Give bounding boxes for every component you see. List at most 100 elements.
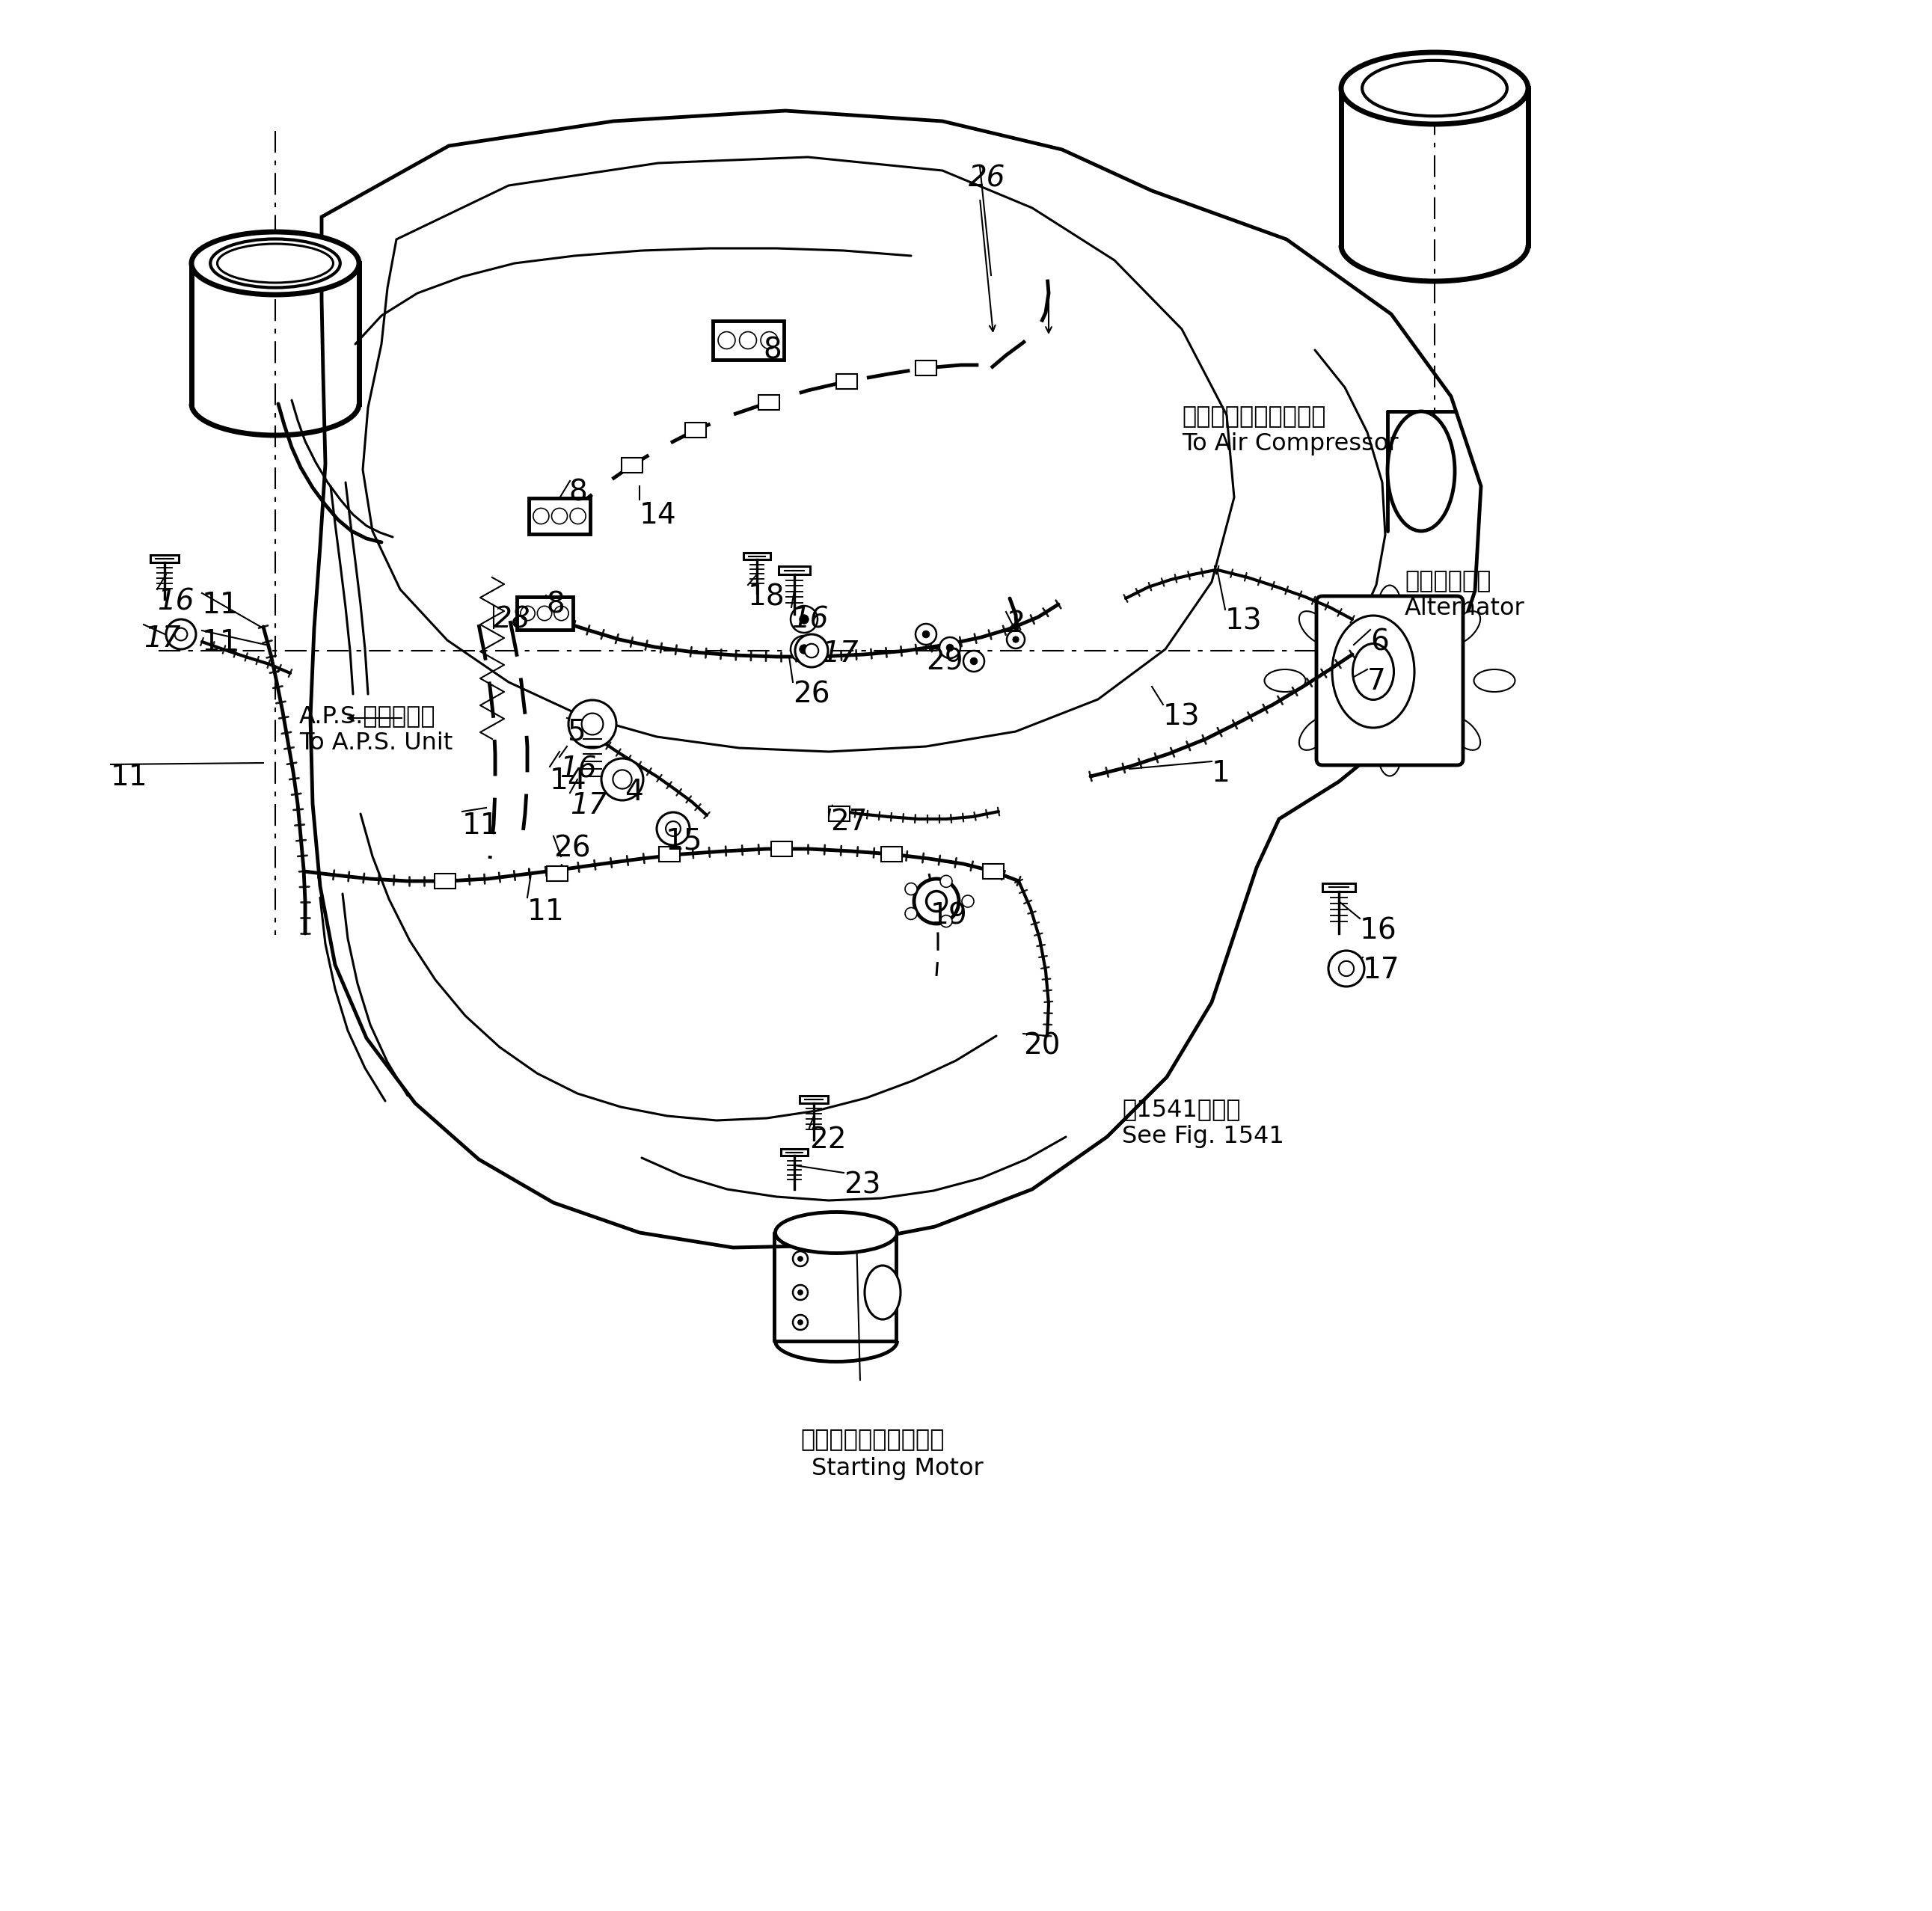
Circle shape [719, 333, 736, 350]
Bar [916, 361, 937, 375]
Text: 第1541図参照: 第1541図参照 [1122, 1099, 1240, 1122]
Text: 26: 26 [553, 833, 591, 862]
Text: 11: 11 [203, 629, 240, 657]
Text: 4: 4 [624, 778, 643, 806]
Text: 27: 27 [831, 808, 867, 837]
Text: 29: 29 [925, 648, 962, 676]
Bar [829, 806, 850, 822]
Text: 17: 17 [821, 640, 858, 669]
Circle shape [667, 822, 680, 837]
Text: 13: 13 [1163, 703, 1200, 732]
Text: 13: 13 [1225, 608, 1262, 636]
Text: 5: 5 [566, 719, 585, 747]
Ellipse shape [1298, 612, 1333, 644]
Circle shape [970, 657, 978, 665]
Circle shape [1012, 636, 1018, 642]
Circle shape [800, 615, 810, 625]
Ellipse shape [1362, 61, 1507, 117]
Circle shape [804, 644, 819, 657]
Text: Starting Motor: Starting Motor [811, 1456, 983, 1481]
Bar [744, 552, 771, 560]
Text: エアーコンプレッサへ: エアーコンプレッサへ [1182, 405, 1325, 428]
Circle shape [582, 713, 603, 736]
Ellipse shape [775, 1212, 896, 1254]
Text: 8: 8 [568, 478, 587, 506]
Circle shape [570, 508, 585, 524]
Text: 8: 8 [763, 336, 781, 365]
Ellipse shape [1298, 717, 1333, 751]
Ellipse shape [1379, 585, 1401, 627]
Circle shape [914, 879, 958, 923]
Ellipse shape [1341, 52, 1528, 124]
Circle shape [568, 699, 616, 747]
Circle shape [520, 606, 535, 621]
Ellipse shape [1352, 644, 1393, 699]
Bar [837, 375, 858, 390]
Ellipse shape [1474, 669, 1515, 692]
Circle shape [601, 759, 643, 801]
Text: 11: 11 [203, 590, 240, 619]
Text: To Air Compressor: To Air Compressor [1182, 432, 1399, 455]
Circle shape [761, 333, 779, 350]
Circle shape [537, 606, 553, 621]
Ellipse shape [1333, 615, 1414, 728]
Circle shape [1329, 950, 1364, 986]
Text: A.P.S.ユニットへ: A.P.S.ユニットへ [299, 705, 437, 728]
Circle shape [1007, 631, 1024, 648]
Ellipse shape [1379, 736, 1401, 776]
Bar [781, 1149, 808, 1156]
Bar [779, 566, 810, 575]
Circle shape [174, 629, 187, 640]
Bar [800, 1095, 829, 1103]
Circle shape [941, 875, 952, 887]
Text: 17: 17 [570, 791, 607, 820]
Ellipse shape [216, 245, 332, 283]
Bar [622, 459, 643, 472]
Bar [1321, 883, 1356, 892]
Bar [529, 499, 589, 533]
Ellipse shape [1447, 612, 1480, 644]
Text: 26: 26 [792, 680, 831, 709]
Text: 26: 26 [968, 164, 1007, 193]
Bar [713, 321, 784, 359]
Text: 17: 17 [143, 625, 180, 654]
Circle shape [612, 770, 632, 789]
Text: 7: 7 [1368, 667, 1385, 696]
Text: Alternator: Alternator [1405, 596, 1524, 619]
Circle shape [657, 812, 690, 845]
Circle shape [533, 508, 549, 524]
Circle shape [790, 636, 817, 663]
Text: See Fig. 1541: See Fig. 1541 [1122, 1126, 1285, 1149]
Bar [435, 873, 456, 889]
Ellipse shape [866, 1265, 900, 1319]
Circle shape [916, 623, 937, 644]
Text: To A.P.S. Unit: To A.P.S. Unit [299, 732, 452, 755]
Text: 28: 28 [495, 606, 531, 634]
Circle shape [740, 333, 757, 350]
Bar [547, 866, 568, 881]
Text: 15: 15 [667, 826, 703, 854]
Circle shape [925, 891, 947, 912]
Bar [516, 596, 572, 631]
Circle shape [962, 894, 974, 908]
Bar [881, 847, 902, 862]
Text: 20: 20 [1024, 1032, 1061, 1061]
Text: 11: 11 [110, 762, 149, 791]
Circle shape [904, 883, 918, 894]
Text: 23: 23 [844, 1171, 881, 1198]
Circle shape [1339, 961, 1354, 977]
Text: オルタネータ: オルタネータ [1405, 569, 1492, 592]
Bar [759, 396, 779, 409]
Text: 11: 11 [527, 898, 564, 927]
Bar [686, 422, 705, 438]
Ellipse shape [211, 239, 340, 289]
Text: 14: 14 [639, 501, 676, 529]
Circle shape [964, 652, 983, 671]
Circle shape [554, 606, 568, 621]
FancyBboxPatch shape [1316, 596, 1463, 764]
Circle shape [800, 644, 810, 654]
Bar [151, 554, 180, 562]
Text: 19: 19 [931, 902, 968, 929]
Text: 6: 6 [1370, 629, 1389, 657]
Circle shape [792, 1252, 808, 1267]
